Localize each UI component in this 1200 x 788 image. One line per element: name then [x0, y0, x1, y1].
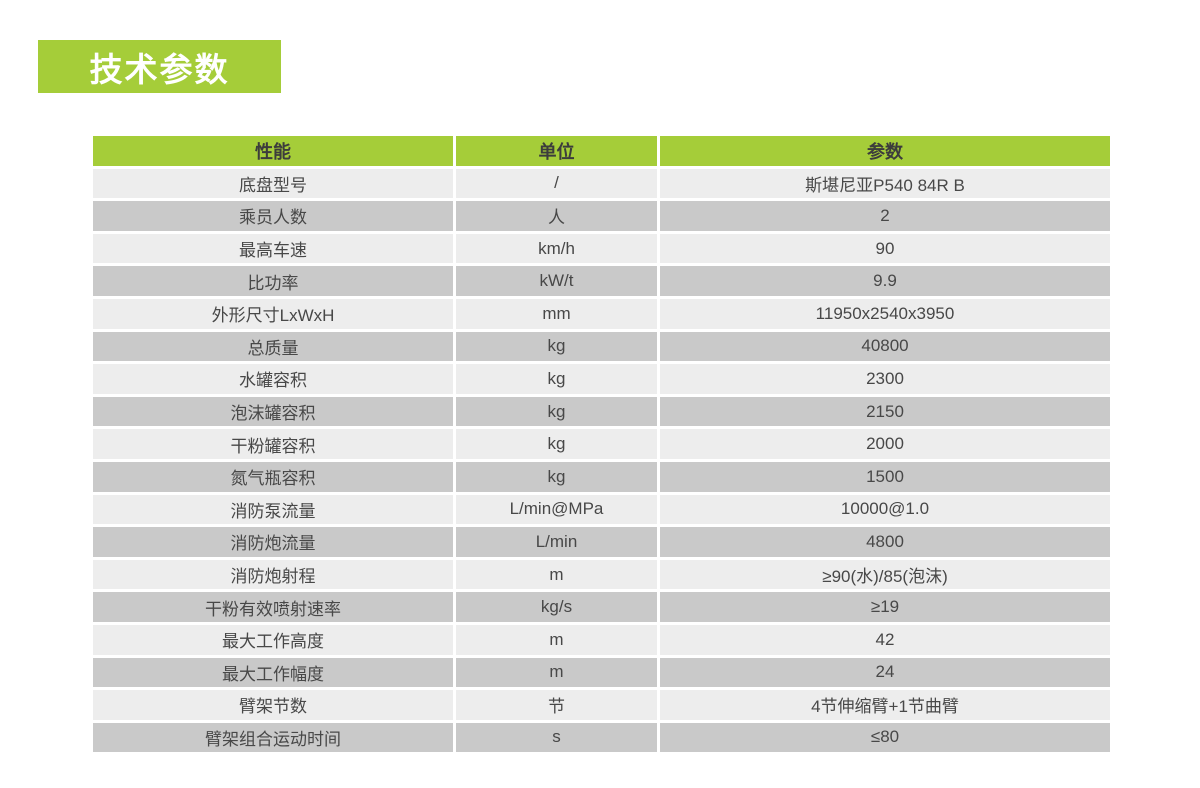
- table-row: 比功率 kW/t 9.9: [90, 263, 1113, 299]
- performance-cell: 消防炮射程: [90, 556, 456, 593]
- parameter-cell: ≥90(水)/85(泡沫): [657, 556, 1113, 593]
- parameter-cell: 斯堪尼亚P540 84R B: [657, 165, 1113, 202]
- table-row: 乘员人数人 2: [90, 198, 1113, 234]
- parameter-cell: 1500: [657, 458, 1113, 495]
- parameter-cell: 2: [657, 198, 1113, 234]
- unit-cell: km/h: [453, 230, 660, 267]
- parameter-cell: 4800: [657, 524, 1113, 560]
- performance-cell: 最大工作高度: [90, 621, 456, 658]
- table-row: 最大工作幅度 m 24: [90, 654, 1113, 691]
- table-row: 消防炮射程 m ≥90(水)/85(泡沫): [90, 556, 1113, 593]
- spec-table: 性能 单位 参数 底盘型号 / 斯堪尼亚P540 84R B 乘员人数人 2 最高车速 km…: [90, 133, 1113, 756]
- column-header-performance: 性能: [90, 133, 456, 169]
- parameter-cell: 90: [657, 230, 1113, 267]
- performance-cell: 氮气瓶容积: [90, 458, 456, 495]
- table-row: 水罐容积 kg 2300: [90, 361, 1113, 397]
- table-header-row: 性能 单位 参数: [90, 133, 1113, 169]
- table-row: 最高车速 km/h 90: [90, 230, 1113, 267]
- parameter-cell: 42: [657, 621, 1113, 658]
- unit-cell: kW/t: [453, 263, 660, 299]
- performance-cell: 乘员人数: [90, 198, 456, 234]
- parameter-cell: 10000@1.0: [657, 491, 1113, 528]
- unit-cell: kg: [453, 361, 660, 397]
- unit-cell: kg: [453, 328, 660, 365]
- page-title: 技术参数: [38, 40, 281, 93]
- unit-cell: /: [453, 165, 660, 202]
- performance-cell: 消防炮流量: [90, 524, 456, 560]
- unit-cell: m: [453, 621, 660, 658]
- parameter-cell: ≥19: [657, 589, 1113, 625]
- parameter-cell: 11950x2540x3950: [657, 295, 1113, 332]
- table-row: 泡沫罐容积 kg 2150: [90, 393, 1113, 430]
- performance-cell: 外形尺寸LxWxH: [90, 295, 456, 332]
- performance-cell: 消防泵流量: [90, 491, 456, 528]
- performance-cell: 最高车速: [90, 230, 456, 267]
- unit-cell: kg: [453, 458, 660, 495]
- performance-cell: 干粉有效喷射速率: [90, 589, 456, 625]
- unit-cell: 节: [453, 687, 660, 723]
- unit-cell: L/min@MPa: [453, 491, 660, 528]
- parameter-cell: 40800: [657, 328, 1113, 365]
- table-row: 总质量 kg 40800: [90, 328, 1113, 365]
- unit-cell: m: [453, 556, 660, 593]
- performance-cell: 水罐容积: [90, 361, 456, 397]
- performance-cell: 底盘型号: [90, 165, 456, 202]
- performance-cell: 最大工作幅度: [90, 654, 456, 691]
- column-header-parameter: 参数: [657, 133, 1113, 169]
- unit-cell: mm: [453, 295, 660, 332]
- table-row: 臂架组合运动时间 s ≤80: [90, 719, 1113, 756]
- unit-cell: s: [453, 719, 660, 756]
- performance-cell: 臂架节数: [90, 687, 456, 723]
- performance-cell: 比功率: [90, 263, 456, 299]
- unit-cell: kg: [453, 426, 660, 462]
- table-row: 干粉有效喷射速率 kg/s ≥19: [90, 589, 1113, 625]
- parameter-cell: 2150: [657, 393, 1113, 430]
- table-row: 臂架节数节 4节伸缩臂+1节曲臂: [90, 687, 1113, 723]
- performance-cell: 总质量: [90, 328, 456, 365]
- unit-cell: 人: [453, 198, 660, 234]
- column-header-unit: 单位: [453, 133, 660, 169]
- parameter-cell: 24: [657, 654, 1113, 691]
- table-row: 氮气瓶容积 kg 1500: [90, 458, 1113, 495]
- table-row: 干粉罐容积 kg 2000: [90, 426, 1113, 462]
- performance-cell: 泡沫罐容积: [90, 393, 456, 430]
- table-row: 最大工作高度 m 42: [90, 621, 1113, 658]
- parameter-cell: 4节伸缩臂+1节曲臂: [657, 687, 1113, 723]
- parameter-cell: 9.9: [657, 263, 1113, 299]
- table-body: 底盘型号 / 斯堪尼亚P540 84R B 乘员人数人 2 最高车速 km/h 90 比功率 kW…: [90, 165, 1113, 756]
- unit-cell: kg/s: [453, 589, 660, 625]
- performance-cell: 臂架组合运动时间: [90, 719, 456, 756]
- table-row: 消防泵流量 L/min@MPa 10000@1.0: [90, 491, 1113, 528]
- unit-cell: m: [453, 654, 660, 691]
- unit-cell: L/min: [453, 524, 660, 560]
- table-row: 底盘型号 / 斯堪尼亚P540 84R B: [90, 165, 1113, 202]
- parameter-cell: 2000: [657, 426, 1113, 462]
- performance-cell: 干粉罐容积: [90, 426, 456, 462]
- parameter-cell: ≤80: [657, 719, 1113, 756]
- table-row: 外形尺寸LxWxH mm 11950x2540x3950: [90, 295, 1113, 332]
- unit-cell: kg: [453, 393, 660, 430]
- parameter-cell: 2300: [657, 361, 1113, 397]
- table-row: 消防炮流量 L/min 4800: [90, 524, 1113, 560]
